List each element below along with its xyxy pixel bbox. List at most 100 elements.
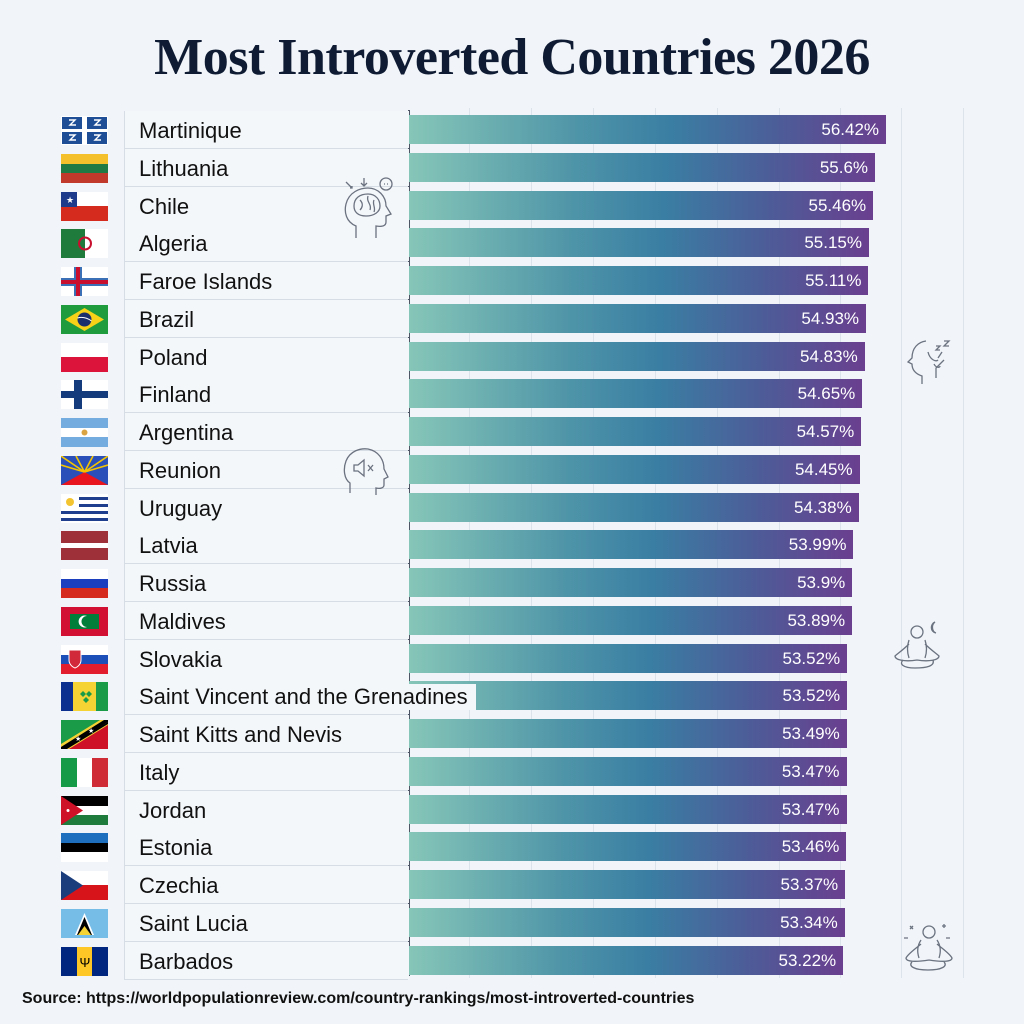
kitts-flag-icon: ★ ★	[61, 720, 108, 749]
gridline	[963, 108, 964, 978]
bar-value-label: 54.65%	[797, 384, 856, 404]
row-divider	[124, 525, 408, 527]
bar: 54.57%	[409, 417, 862, 446]
bar-value-label: 53.47%	[781, 799, 840, 819]
row-divider	[124, 714, 408, 716]
lithuania-flag-icon	[61, 153, 108, 183]
chart-title: Most Introverted Countries 2026	[154, 29, 870, 86]
country-name: Saint Vincent and the Grenadines	[139, 684, 476, 711]
bar: 53.9%	[409, 568, 853, 597]
country-name: Uruguay	[139, 495, 231, 522]
country-name: Brazil	[139, 306, 203, 333]
country-name: Saint Lucia	[139, 910, 256, 937]
bar: 53.34%	[409, 907, 845, 937]
martinique-flag-icon	[61, 116, 108, 145]
table-row: Argentina 54.57%	[0, 413, 1024, 451]
estonia-flag-icon	[61, 833, 108, 863]
row-divider	[124, 789, 408, 791]
table-row: Brazil 54.93%	[0, 299, 1024, 338]
row-divider	[124, 638, 408, 640]
jordan-flag-icon	[61, 795, 108, 825]
svg-text:★: ★	[88, 727, 94, 735]
bar-value-label: 53.34%	[780, 912, 838, 932]
uruguay-flag-icon	[61, 493, 108, 523]
country-name: Saint Kitts and Nevis	[139, 722, 350, 748]
bar: 53.47%	[409, 756, 847, 786]
latvia-flag-icon	[61, 531, 108, 561]
bar: 53.22%	[409, 945, 844, 975]
gridline	[901, 108, 902, 978]
bar-value-label: 54.83%	[800, 346, 858, 366]
meditation-calm-icon	[904, 924, 953, 971]
algeria-flag-icon	[61, 229, 108, 259]
table-row: Martinique 56.42%	[0, 111, 1024, 149]
bar-value-label: 55.46%	[808, 195, 867, 215]
row-divider	[124, 374, 408, 376]
table-row: Lithuania 55.6%	[0, 148, 1024, 187]
muted-head-icon	[343, 448, 389, 495]
country-name: Slovakia	[139, 646, 231, 673]
barbados-flag-icon: Ψ	[61, 946, 108, 976]
italy-flag-icon	[61, 757, 108, 787]
country-name: Faroe Islands	[139, 269, 281, 295]
bar-value-label: 53.52%	[782, 686, 841, 706]
country-name: Italy	[139, 759, 188, 786]
country-name: Poland	[139, 344, 216, 371]
table-row: Faroe Islands 55.11%	[0, 262, 1024, 300]
meditation-moon-icon	[894, 621, 940, 669]
row-divider	[124, 185, 408, 187]
country-name: Chile	[139, 193, 198, 220]
bar-value-label: 54.57%	[796, 422, 855, 441]
row-divider	[124, 752, 408, 753]
bar-value-label: 55.11%	[805, 271, 862, 290]
country-name: Czechia	[139, 873, 227, 899]
lucia-flag-icon	[61, 908, 108, 938]
bar: 54.65%	[409, 379, 863, 409]
row-divider	[124, 676, 408, 678]
country-name: Barbados	[139, 948, 242, 975]
bar: 53.52%	[409, 643, 848, 673]
row-divider	[124, 261, 408, 263]
country-name: Lithuania	[139, 155, 237, 182]
row-divider	[124, 148, 408, 149]
bar: 53.46%	[409, 832, 847, 862]
bar-value-label: 53.37%	[780, 875, 839, 894]
row-divider	[124, 412, 408, 414]
table-row: ★ Chile 55.46%	[0, 186, 1024, 225]
table-row: Latvia 53.99%	[0, 526, 1024, 565]
table-row: Saint Lucia 53.34%	[0, 903, 1024, 942]
maldives-flag-icon	[61, 606, 108, 636]
country-name: Jordan	[139, 797, 215, 824]
country-name: Russia	[139, 571, 215, 597]
bar-value-label: 53.49%	[782, 724, 840, 743]
bar-value-label: 54.38%	[794, 497, 852, 517]
brazil-flag-icon	[61, 304, 108, 334]
bar: 53.47%	[409, 794, 847, 824]
svg-text:★: ★	[75, 735, 81, 743]
bar: 56.42%	[409, 115, 887, 144]
table-row: Estonia 53.46%	[0, 828, 1024, 867]
table-row: Slovakia 53.52%	[0, 639, 1024, 678]
reunion-flag-icon	[61, 455, 108, 485]
row-divider	[124, 978, 408, 980]
brain-head-icon	[344, 177, 393, 238]
svg-text:★: ★	[66, 195, 74, 205]
row-divider	[124, 827, 408, 829]
bar-value-label: 56.42%	[821, 120, 880, 139]
row-divider	[124, 223, 408, 225]
table-row: Saint Vincent and the Grenadines 53.52%	[0, 677, 1024, 716]
row-divider	[124, 903, 408, 904]
table-row: Algeria 55.15%	[0, 224, 1024, 263]
country-name: Estonia	[139, 835, 221, 862]
poland-flag-icon	[61, 342, 108, 372]
row-divider	[124, 563, 408, 565]
country-name: Martinique	[139, 118, 250, 144]
table-row: Poland 54.83%	[0, 337, 1024, 376]
bar: 55.46%	[409, 190, 874, 220]
bar: 53.49%	[409, 719, 847, 748]
bar: 54.93%	[409, 303, 867, 333]
row-divider	[124, 940, 408, 942]
finland-flag-icon	[61, 380, 108, 410]
row-divider	[124, 865, 408, 867]
row-divider	[124, 450, 408, 451]
